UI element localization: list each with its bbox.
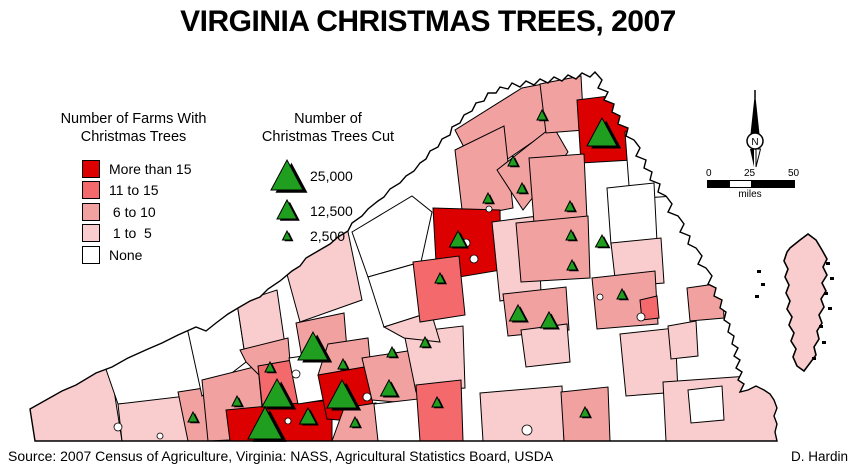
label-1-to-5: 1 to 5 bbox=[109, 225, 152, 241]
north-arrow-icon: N bbox=[746, 90, 764, 168]
source-note: Source: 2007 Census of Agriculture, Virg… bbox=[8, 448, 554, 464]
label-25000: 25,000 bbox=[310, 168, 353, 184]
legend-row-1-to-5: 1 to 5 bbox=[82, 224, 192, 242]
tree-symbol-medium-icon bbox=[276, 198, 300, 221]
label-none: None bbox=[109, 246, 143, 263]
label-2500: 2,500 bbox=[310, 228, 346, 244]
legend-row-none: None bbox=[82, 245, 192, 264]
label-6-to-10: 6 to 10 bbox=[109, 203, 156, 220]
farms-legend-title-line2: Christmas Trees bbox=[80, 129, 187, 145]
scale-label-50: 50 bbox=[788, 168, 800, 179]
farms-legend-title-line1: Number of Farms With bbox=[60, 111, 207, 127]
swatch-none bbox=[82, 245, 100, 264]
legend-row-11-to-15: 11 to 15 bbox=[82, 181, 192, 199]
eastern-shore bbox=[783, 233, 828, 373]
trees-cut-legend: Number of Christmas Trees Cut 25,000 12,… bbox=[248, 110, 408, 260]
legend-row-2500: 2,500 bbox=[262, 228, 345, 244]
trees-cut-legend-title: Number of Christmas Trees Cut bbox=[248, 110, 408, 146]
scale-bar-graphic bbox=[707, 180, 795, 188]
scale-unit-label: miles bbox=[738, 189, 762, 200]
trees-cut-title-line2: Christmas Trees Cut bbox=[261, 129, 395, 145]
swatch-6-to-10 bbox=[82, 202, 100, 221]
label-12500: 12,500 bbox=[310, 202, 353, 219]
tree-symbol-large-icon bbox=[270, 158, 308, 193]
farms-legend: Number of Farms With Christmas Trees Mor… bbox=[36, 110, 231, 264]
label-11-to-15: 11 to 15 bbox=[109, 182, 159, 198]
farms-legend-rows: More than 15 11 to 15 6 to 10 1 to 5 Non… bbox=[82, 159, 192, 268]
page-title: VIRGINIA CHRISTMAS TREES, 2007 bbox=[180, 5, 676, 38]
swatch-1-to-5 bbox=[82, 224, 100, 242]
legend-row-25000: 25,000 bbox=[262, 158, 353, 194]
trees-cut-title-line1: Number of bbox=[294, 111, 362, 127]
tree-symbol-small-icon bbox=[281, 229, 294, 241]
legend-row-6-to-10: 6 to 10 bbox=[82, 202, 192, 221]
legend-row-12500: 12,500 bbox=[262, 198, 353, 223]
farms-legend-title: Number of Farms With Christmas Trees bbox=[36, 110, 231, 146]
scale-bar-segment bbox=[729, 181, 751, 187]
author-credit: D. Hardin bbox=[790, 449, 848, 464]
swatch-more-than-15 bbox=[82, 159, 100, 178]
legend-row-more-than-15: More than 15 bbox=[82, 159, 192, 178]
swatch-11-to-15 bbox=[82, 181, 100, 199]
scale-label-25: 25 bbox=[744, 168, 756, 179]
label-more-than-15: More than 15 bbox=[109, 160, 192, 177]
north-arrow-label: N bbox=[751, 137, 758, 148]
scale-bar: 0 25 50 miles bbox=[704, 168, 804, 204]
tree-symbols-layer bbox=[187, 108, 629, 442]
scale-label-0: 0 bbox=[706, 168, 712, 179]
